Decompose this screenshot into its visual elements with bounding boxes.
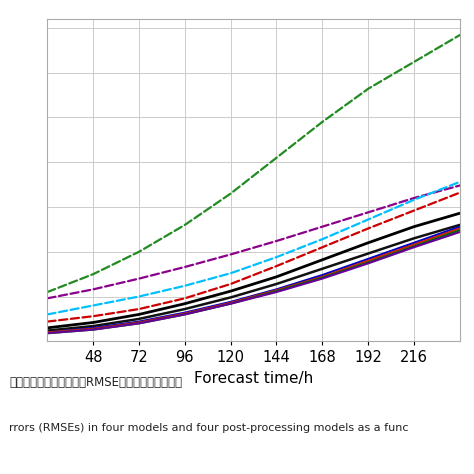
- Text: 处理模型的均方根误差（RMSE）随预报时长的变化: 处理模型的均方根误差（RMSE）随预报时长的变化: [9, 376, 182, 389]
- Text: rrors (RMSEs) in four models and four post-processing models as a func: rrors (RMSEs) in four models and four po…: [9, 423, 409, 433]
- X-axis label: Forecast time/h: Forecast time/h: [194, 371, 313, 386]
